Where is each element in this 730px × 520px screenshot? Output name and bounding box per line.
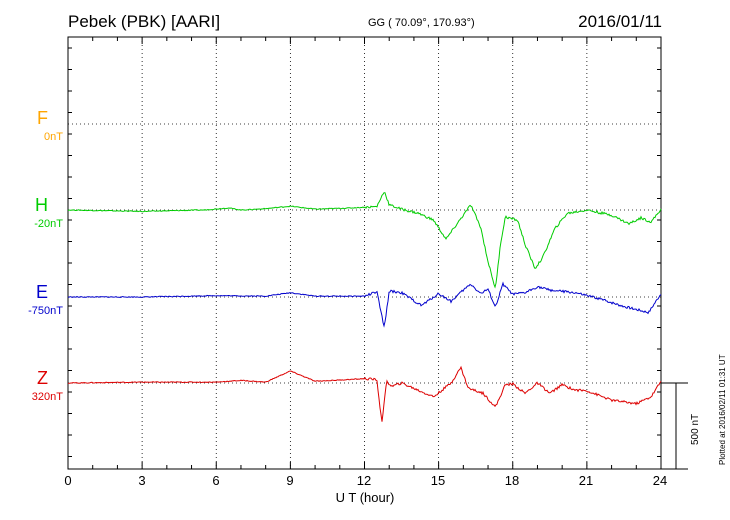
x-tick-label: 0 [64, 473, 72, 488]
component-label-h: H [35, 195, 48, 215]
scale-bar-label: 500 nT [690, 413, 701, 445]
x-tick-label: 6 [212, 473, 220, 488]
station-title: Pebek (PBK) [AARI] [68, 12, 221, 31]
x-tick-label: 3 [138, 473, 146, 488]
x-tick-label: 21 [578, 473, 594, 488]
component-offset-h: -20nT [34, 218, 63, 230]
component-offset-z: 320nT [31, 391, 63, 403]
x-tick-label: 9 [286, 473, 294, 488]
component-offset-f: 0nT [44, 131, 63, 143]
x-tick-label: 15 [430, 473, 446, 488]
x-tick-label: 18 [504, 473, 520, 488]
series-line-e [67, 281, 662, 328]
component-offset-e: -750nT [28, 305, 63, 317]
series-line-z [67, 365, 662, 422]
coordinates-label: GG ( 70.09°, 170.93°) [368, 17, 475, 29]
x-tick-label: 12 [356, 473, 372, 488]
component-label-e: E [35, 282, 48, 302]
date-label: 2016/01/11 [578, 12, 662, 31]
plotted-timestamp-note: Plotted at 2016/02/11 01:31 UT [718, 354, 727, 465]
x-axis-label: U T (hour) [335, 490, 395, 505]
component-label-f: F [37, 108, 48, 128]
x-tick-label: 24 [652, 473, 668, 488]
series-line-h [67, 192, 662, 289]
component-label-z: Z [37, 368, 48, 388]
